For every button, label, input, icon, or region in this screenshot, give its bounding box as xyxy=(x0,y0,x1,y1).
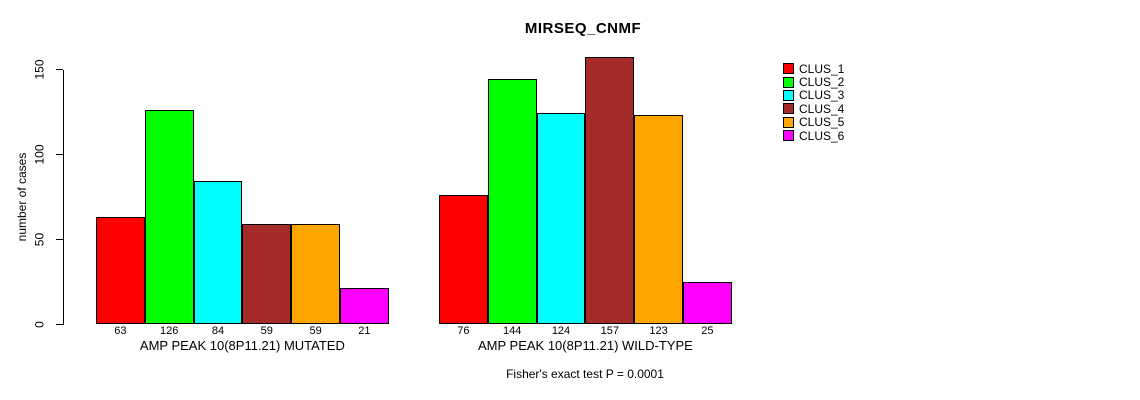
legend-swatch-icon xyxy=(783,116,794,128)
y-axis-tick-label: 100 xyxy=(32,144,47,165)
bar-value-label: 124 xyxy=(551,325,571,337)
bar-value-label: 123 xyxy=(649,325,668,337)
y-axis-tick xyxy=(56,154,63,156)
group-label-mutated: AMP PEAK 10(8P11.21) MUTATED xyxy=(139,338,345,353)
legend-item: CLUS_4 xyxy=(783,102,844,115)
bar-clus_6-wild-type xyxy=(683,282,732,324)
legend-label: CLUS_3 xyxy=(799,88,845,103)
y-axis-label: number of cases xyxy=(15,152,29,242)
y-axis-tick-label: 50 xyxy=(32,232,47,246)
bar-clus_4-mutated xyxy=(242,224,292,324)
legend-item: CLUS_3 xyxy=(783,89,844,102)
legend-swatch-icon xyxy=(783,76,794,88)
bar-value-label: 157 xyxy=(600,325,619,337)
bar-value-label: 21 xyxy=(358,325,371,337)
legend-swatch-icon xyxy=(783,130,794,142)
bar-clus_6-mutated xyxy=(340,288,389,324)
legend-label: CLUS_6 xyxy=(799,128,845,143)
legend-item: CLUS_5 xyxy=(783,116,844,129)
legend-item: CLUS_2 xyxy=(783,75,844,88)
legend-swatch-icon xyxy=(783,63,794,75)
legend-swatch-icon xyxy=(783,103,794,115)
bar-clus_3-wild-type xyxy=(536,113,586,324)
bar-clus_5-mutated xyxy=(291,224,340,324)
annotation-text: Fisher's exact test P = 0.0001 xyxy=(506,367,664,381)
chart-title: MIRSEQ_CNMF xyxy=(524,20,642,37)
legend: CLUS_1 CLUS_2 CLUS_3 CLUS_4 CLUS_5 CLUS_6 xyxy=(783,62,844,142)
bar-clus_2-wild-type xyxy=(487,79,537,324)
bar-clus_4-wild-type xyxy=(585,57,635,324)
bar-clus_1-wild-type xyxy=(439,195,488,324)
bar-clus_5-wild-type xyxy=(634,115,683,324)
legend-label: CLUS_1 xyxy=(799,61,845,76)
y-axis-tick-label: 0 xyxy=(32,320,47,328)
y-axis-line xyxy=(63,70,64,325)
bar-value-label: 59 xyxy=(309,325,322,337)
y-axis-tick xyxy=(56,239,63,241)
legend-swatch-icon xyxy=(783,89,794,101)
legend-label: CLUS_4 xyxy=(799,101,845,116)
bar-value-label: 144 xyxy=(503,325,522,337)
bar-clus_2-mutated xyxy=(144,110,194,324)
legend-label: CLUS_5 xyxy=(799,115,845,130)
y-axis-tick xyxy=(56,324,63,325)
legend-label: CLUS_2 xyxy=(799,75,845,90)
legend-item: CLUS_6 xyxy=(783,129,844,142)
bar-value-label: 63 xyxy=(114,325,127,337)
group-label-wild-type: AMP PEAK 10(8P11.21) WILD-TYPE xyxy=(477,338,693,353)
bar-clus_1-mutated xyxy=(96,217,145,324)
bar-value-label: 76 xyxy=(457,325,470,337)
bar-value-label: 25 xyxy=(701,325,714,337)
bar-clus_3-mutated xyxy=(193,181,243,324)
bar-value-label: 59 xyxy=(260,325,273,337)
y-axis-tick-label: 150 xyxy=(32,59,47,80)
bar-value-label: 84 xyxy=(211,325,225,337)
legend-item: CLUS_1 xyxy=(783,62,844,75)
bar-value-label: 126 xyxy=(160,325,179,337)
y-axis-tick xyxy=(56,69,63,71)
